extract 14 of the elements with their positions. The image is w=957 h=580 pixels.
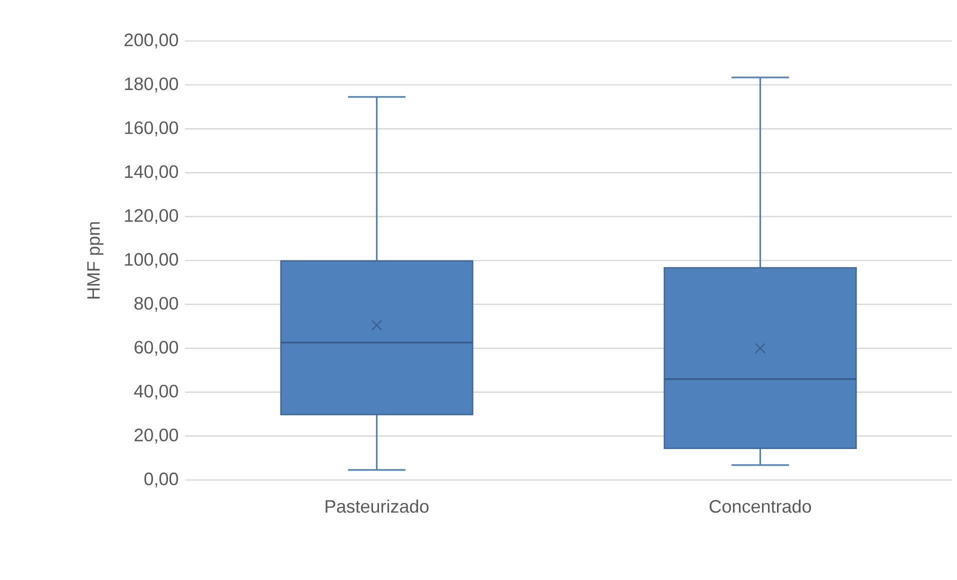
y-tick-label: 40,00 [134,384,178,400]
y-tick-label: 180,00 [125,77,178,92]
y-tick-label: 200,00 [124,34,178,48]
y-tick-label: 140,00 [125,165,178,180]
y-axis-title: HMF ppm [87,222,104,299]
y-tick-label: 60,00 [134,340,178,356]
x-tick-label: Pasteurizado [326,500,429,513]
y-tick-label: 80,00 [134,296,178,312]
x-tick-label: Concentrado [710,500,812,513]
y-tick-label: 20,00 [134,428,178,444]
y-tick-label: 120,00 [125,209,178,224]
y-tick-label: 100,00 [125,253,178,268]
y-tick-label: 0,00 [144,472,178,488]
y-tick-label: 160,00 [125,121,178,136]
